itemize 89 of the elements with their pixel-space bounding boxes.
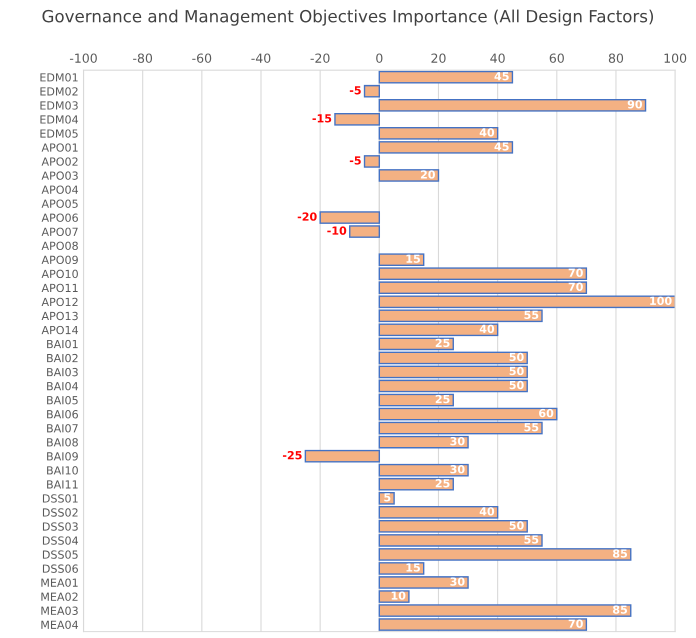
y-tick-label: EDM03 (40, 101, 78, 110)
data-label: 50 (510, 366, 524, 376)
x-tick-label: -20 (310, 53, 330, 63)
y-tick-label: EDM04 (40, 115, 78, 124)
y-tick-label: APO14 (42, 326, 78, 334)
y-tick-label: APO05 (42, 199, 78, 208)
y-tick-label: BAI02 (47, 354, 78, 362)
y-tick-label: APO07 (42, 228, 78, 236)
y-tick-label: DSS04 (42, 536, 78, 545)
data-label: 40 (480, 507, 494, 516)
y-tick-label: BAI08 (47, 438, 78, 447)
y-tick-label: DSS03 (42, 522, 78, 531)
data-label: 70 (568, 282, 583, 291)
data-label: 25 (436, 338, 450, 348)
y-tick-label: BAI01 (47, 340, 78, 348)
data-label: 70 (568, 619, 583, 628)
data-label: 50 (510, 352, 524, 362)
data-label: 20 (420, 170, 435, 179)
data-label: 15 (406, 563, 420, 572)
data-label: 40 (480, 324, 494, 334)
y-tick-label: APO04 (42, 185, 78, 194)
x-tick-label: 100 (664, 53, 686, 63)
y-tick-label: BAI05 (47, 396, 78, 404)
y-tick-label: BAI11 (47, 480, 78, 488)
data-label: 55 (524, 535, 538, 544)
x-tick-label: -80 (133, 53, 152, 63)
y-tick-label: DSS05 (42, 550, 78, 559)
data-label: 50 (510, 380, 524, 390)
data-label: 25 (436, 479, 450, 488)
data-label: 70 (568, 268, 583, 277)
data-label: 45 (494, 142, 509, 151)
y-tick-label: APO06 (42, 214, 78, 222)
data-label: 85 (613, 549, 628, 558)
x-tick-label: 60 (550, 53, 564, 63)
y-tick-label: APO09 (42, 256, 78, 264)
data-label: -5 (350, 156, 361, 165)
data-label: 10 (392, 591, 406, 600)
x-tick-label: 0 (376, 53, 382, 63)
data-label: 5 (384, 493, 390, 502)
y-tick-label: APO12 (42, 298, 78, 306)
y-tick-label: BAI09 (47, 452, 78, 461)
y-tick-label: MEA02 (41, 592, 78, 601)
data-label: 100 (650, 296, 672, 305)
data-label: -10 (327, 226, 346, 235)
chart-title: Governance and Management Objectives Importance (All Design Factors) (42, 10, 654, 26)
y-tick-label: APO13 (42, 312, 78, 320)
y-tick-label: BAI03 (47, 368, 78, 376)
x-tick-label: 20 (431, 53, 446, 63)
y-tick-label: DSS01 (42, 494, 78, 503)
data-label: 30 (450, 436, 465, 446)
data-label: 55 (524, 310, 538, 320)
data-label: 55 (524, 423, 538, 432)
data-label: 90 (628, 100, 642, 108)
x-tick-label: 80 (608, 53, 624, 63)
data-label: 60 (539, 408, 554, 418)
x-tick-label: -60 (192, 53, 212, 63)
y-tick-label: MEA01 (41, 578, 78, 587)
x-tick-label: -100 (70, 53, 97, 63)
y-tick-label: DSS02 (42, 508, 78, 517)
data-label: -25 (282, 450, 302, 460)
y-tick-label: MEA03 (41, 606, 78, 615)
y-tick-label: DSS06 (42, 564, 78, 573)
data-label: 15 (406, 254, 420, 263)
data-label: -5 (350, 86, 361, 94)
x-tick-label: -40 (251, 53, 270, 63)
data-label: 30 (450, 465, 465, 474)
y-tick-label: MEA04 (41, 620, 78, 629)
y-tick-label: APO02 (42, 157, 78, 166)
y-tick-label: APO11 (42, 284, 78, 292)
y-tick-label: APO01 (42, 143, 78, 152)
y-tick-label: APO10 (42, 270, 78, 278)
data-label: 25 (436, 394, 450, 404)
data-label: 50 (510, 521, 524, 530)
y-tick-label: EDM02 (40, 87, 78, 96)
data-label: -20 (298, 212, 317, 221)
data-label: 85 (613, 605, 628, 614)
data-label: 40 (480, 128, 494, 137)
y-tick-label: BAI10 (47, 466, 78, 475)
data-label: 30 (450, 577, 465, 586)
x-tick-label: 40 (490, 53, 505, 63)
y-tick-label: BAI04 (47, 382, 78, 390)
y-tick-label: EDM05 (40, 129, 78, 138)
data-label: -15 (312, 114, 332, 123)
y-tick-label: APO08 (42, 242, 78, 250)
data-label: 45 (494, 72, 509, 80)
y-tick-label: BAI06 (47, 410, 78, 418)
y-tick-label: APO03 (42, 171, 78, 180)
y-tick-label: BAI07 (47, 424, 78, 432)
y-tick-label: EDM01 (40, 73, 78, 82)
